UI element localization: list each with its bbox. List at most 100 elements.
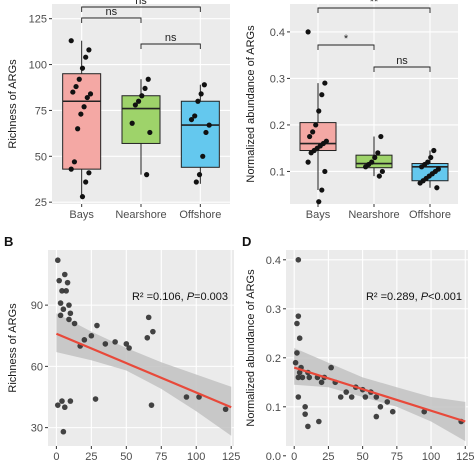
chart-c-abundance-boxplot: 0.1 0.2 0.3 0.4 Normalized abundance of ARGs… xyxy=(245,0,458,221)
x-tick-label: Bays xyxy=(69,209,94,221)
data-point xyxy=(142,85,148,92)
y-tick-label: 0.4 xyxy=(270,27,285,39)
data-point xyxy=(57,312,64,319)
y-tick-label: 125 xyxy=(29,14,47,26)
data-point xyxy=(144,334,151,341)
data-point xyxy=(203,129,209,136)
x-tick-label: 100 xyxy=(422,451,440,463)
data-point xyxy=(67,310,74,317)
data-point xyxy=(417,180,423,186)
chart-a-richness-boxplot: 25 50 75 100 125 Richness of ARGs Bays Nearshor… xyxy=(7,0,230,221)
data-point xyxy=(389,408,396,415)
y-tick-label: 60 xyxy=(31,361,43,373)
y-tick-label: 0.3 xyxy=(270,73,285,85)
data-point xyxy=(196,394,202,400)
y-axis-label: Normalized abundance of ARGs xyxy=(245,269,257,427)
data-point xyxy=(79,65,86,71)
panel-label-d: D xyxy=(242,234,251,249)
data-point xyxy=(132,102,138,108)
data-point xyxy=(135,98,142,104)
data-point xyxy=(316,418,322,425)
data-point xyxy=(67,398,74,404)
y-tick-label: 0.4 xyxy=(266,255,281,267)
data-point xyxy=(86,47,92,53)
data-point xyxy=(373,394,380,400)
data-point xyxy=(379,168,385,175)
x-tick-label: 50 xyxy=(120,451,132,463)
x-tick-label: Offshore xyxy=(179,209,221,221)
panel-label-b: B xyxy=(4,234,13,249)
data-point xyxy=(295,394,302,400)
data-point xyxy=(421,408,428,415)
data-point xyxy=(308,150,314,156)
box-offshore xyxy=(180,100,220,168)
data-point xyxy=(78,111,84,117)
data-point xyxy=(188,116,195,123)
y-tick-label: 0.2 xyxy=(266,353,281,365)
y-tick-label: 75 xyxy=(35,105,47,117)
data-point xyxy=(59,288,65,294)
data-point xyxy=(145,76,151,82)
data-point xyxy=(296,369,303,376)
data-point xyxy=(60,306,67,313)
significance-label: ns xyxy=(135,0,147,7)
significance-bracket xyxy=(317,7,431,13)
y-axis-label: Richness of ARGs xyxy=(7,303,19,393)
data-point xyxy=(384,399,391,405)
significance-bracket xyxy=(373,66,431,72)
x-tick-label: 75 xyxy=(391,451,403,463)
y-tick-label: 0.2 xyxy=(270,120,285,132)
chart-d-abundance-scatter: 0.0 0.1 0.2 0.3 0.4 Normalized abundance of A… xyxy=(245,250,474,463)
x-tick-label: 100 xyxy=(187,451,205,463)
data-point xyxy=(87,91,94,97)
data-point xyxy=(54,402,61,408)
data-point xyxy=(71,159,78,165)
data-point xyxy=(75,126,81,132)
x-tick-label: 25 xyxy=(85,451,97,463)
data-point xyxy=(61,404,68,411)
data-point xyxy=(201,82,207,88)
data-point xyxy=(73,83,79,90)
x-tick-label: 125 xyxy=(222,451,240,463)
data-point xyxy=(322,80,328,86)
regression-line xyxy=(293,366,466,423)
data-point xyxy=(63,288,69,294)
data-point xyxy=(376,173,382,179)
stats-annotation: R² =0.289, P<0.001 xyxy=(366,291,462,303)
data-point xyxy=(305,423,311,430)
y-tick-label: 25 xyxy=(35,197,47,209)
significance-label: ns xyxy=(106,6,118,18)
significance-label: ns xyxy=(165,32,177,44)
data-point xyxy=(193,179,199,185)
data-point xyxy=(59,398,65,404)
data-point xyxy=(292,359,299,366)
data-point xyxy=(294,320,300,327)
data-point xyxy=(294,350,300,356)
data-point xyxy=(68,166,74,172)
data-point xyxy=(195,98,201,104)
data-point xyxy=(123,341,130,347)
data-point xyxy=(54,257,61,264)
data-point xyxy=(79,194,86,200)
data-point xyxy=(148,402,155,408)
significance-bracket xyxy=(140,43,201,49)
data-point xyxy=(362,394,369,400)
data-point xyxy=(316,108,322,114)
y-tick-label: 0.1 xyxy=(270,166,285,178)
data-point xyxy=(316,199,322,205)
data-point xyxy=(183,394,190,400)
data-point xyxy=(419,164,425,170)
data-point xyxy=(88,332,95,339)
data-point xyxy=(86,170,92,176)
data-point xyxy=(378,133,384,140)
data-point xyxy=(431,147,437,154)
significance-label: ns xyxy=(396,55,408,67)
data-point xyxy=(337,394,344,400)
data-point xyxy=(373,413,380,420)
data-point xyxy=(428,154,434,161)
significance-label: ** xyxy=(370,0,379,8)
y-tick-label: 50 xyxy=(35,151,47,163)
y-axis-label: Normalized abundance of ARGs xyxy=(245,25,257,183)
data-point xyxy=(64,279,71,286)
